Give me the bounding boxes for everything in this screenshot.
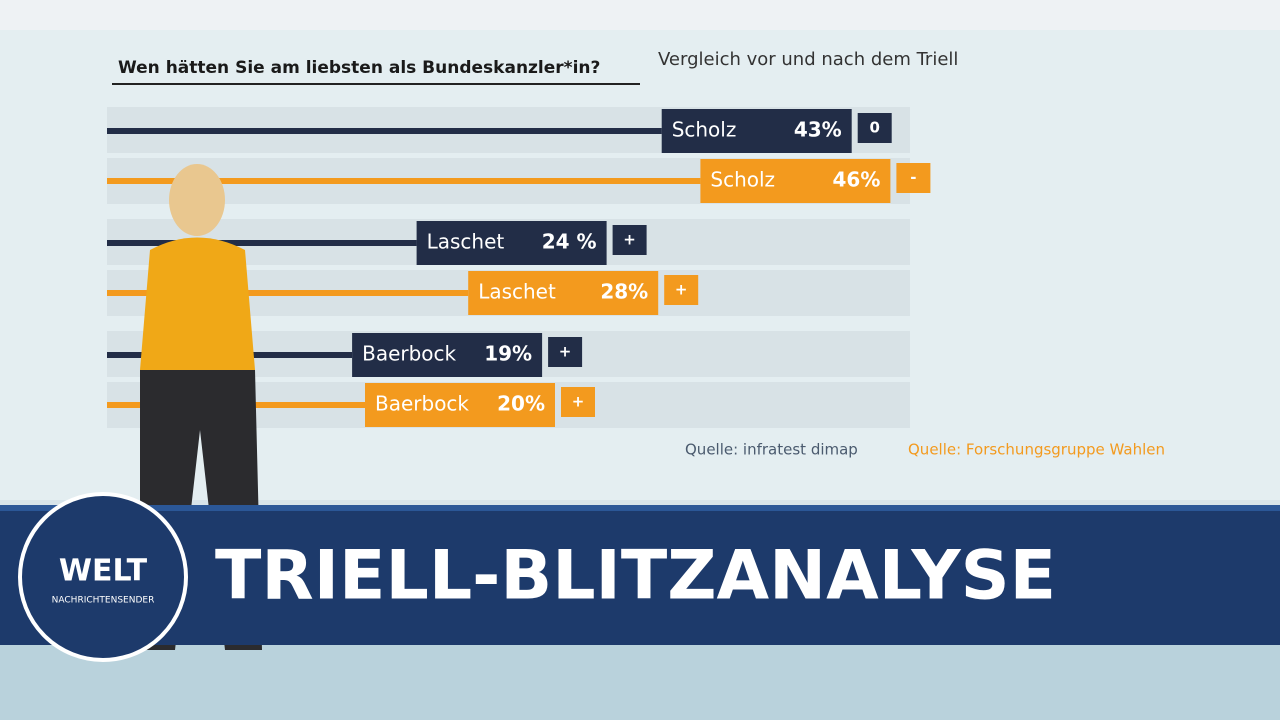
candidate-label: Scholz — [710, 168, 775, 192]
change-box — [548, 337, 583, 367]
logo — [18, 492, 188, 662]
change-box — [664, 275, 699, 305]
bar — [107, 240, 417, 246]
label-box — [700, 159, 891, 203]
change-label: + — [623, 231, 636, 249]
change-box — [896, 163, 931, 193]
banner — [0, 505, 1280, 645]
bar — [107, 178, 701, 184]
candidate-label: Baerbock — [375, 392, 469, 416]
label-box — [352, 333, 543, 377]
candidate-label: Baerbock — [362, 342, 456, 366]
candidate-label: Laschet — [478, 280, 556, 304]
label-box — [468, 271, 659, 315]
change-label: - — [910, 169, 916, 187]
value-label: 43% — [794, 118, 842, 142]
logo-subtitle: NACHRICHTENSENDER — [52, 596, 155, 606]
change-box — [561, 387, 595, 417]
value-label: 24 % — [542, 230, 597, 254]
chart-title: Wen hätten Sie am liebsten als Bundeskan… — [118, 58, 600, 78]
label-box — [661, 109, 852, 153]
top-wall — [0, 0, 1280, 30]
label-box — [365, 383, 555, 427]
candidate-label: Laschet — [427, 230, 505, 254]
value-label: 19% — [484, 342, 532, 366]
bar — [107, 128, 662, 134]
floor — [0, 640, 1280, 720]
change-label: + — [675, 281, 688, 299]
label-box — [416, 221, 607, 265]
value-label: 46% — [833, 168, 881, 192]
change-label: + — [572, 393, 585, 411]
bar — [107, 290, 469, 296]
change-box — [857, 113, 892, 143]
chart-subtitle: Vergleich vor und nach dem Triell — [658, 49, 958, 70]
value-label: 28% — [600, 280, 648, 304]
legend-entry: Quelle: infratest dimap — [685, 441, 858, 459]
legend-entry: Quelle: Forschungsgruppe Wahlen — [908, 441, 1165, 459]
candidate-label: Scholz — [672, 118, 737, 142]
change-label: 0 — [869, 119, 879, 137]
change-box — [612, 225, 647, 255]
plot: Scholz 43% 0 Scholz 46% - Laschet 24 % + Laschet 2… — [107, 107, 931, 428]
logo-text: WELT — [59, 554, 148, 589]
value-label: 20% — [497, 392, 545, 416]
change-label: + — [559, 343, 572, 361]
banner-stripe — [0, 505, 1280, 511]
headline: TRIELL-BLITZANALYSE — [215, 537, 1056, 616]
